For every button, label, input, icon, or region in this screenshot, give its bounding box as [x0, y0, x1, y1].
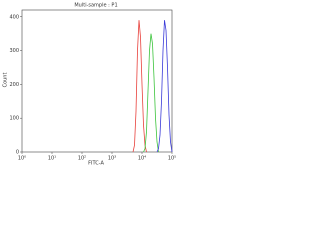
- x-tick-label: 10²: [78, 156, 86, 162]
- chart-title: Multi-sample : P1: [74, 3, 117, 9]
- chart: Multi-sample : P1 FITC-A Count 0 100 200 30…: [3, 3, 177, 167]
- y-tick-label: 100: [9, 116, 19, 122]
- y-tick-label: 300: [9, 48, 19, 54]
- y-tick-label: 400: [9, 14, 19, 20]
- plot-frame: [21, 9, 173, 153]
- histogram-line: [132, 20, 147, 153]
- histogram-line: [143, 33, 159, 153]
- y-tick-label: 200: [9, 82, 19, 88]
- x-tick-label: 10¹: [48, 156, 56, 162]
- x-axis-label: FITC-A: [88, 161, 104, 167]
- x-tick-label: 10⁴: [138, 156, 146, 162]
- x-tick-label: 10³: [108, 156, 116, 162]
- y-axis-label: Count: [3, 73, 9, 88]
- histogram-line: [156, 20, 173, 153]
- x-tick-label: 10⁵: [168, 156, 176, 162]
- y-tick-label: 0: [16, 150, 19, 156]
- x-tick-label: 10⁰: [18, 156, 26, 162]
